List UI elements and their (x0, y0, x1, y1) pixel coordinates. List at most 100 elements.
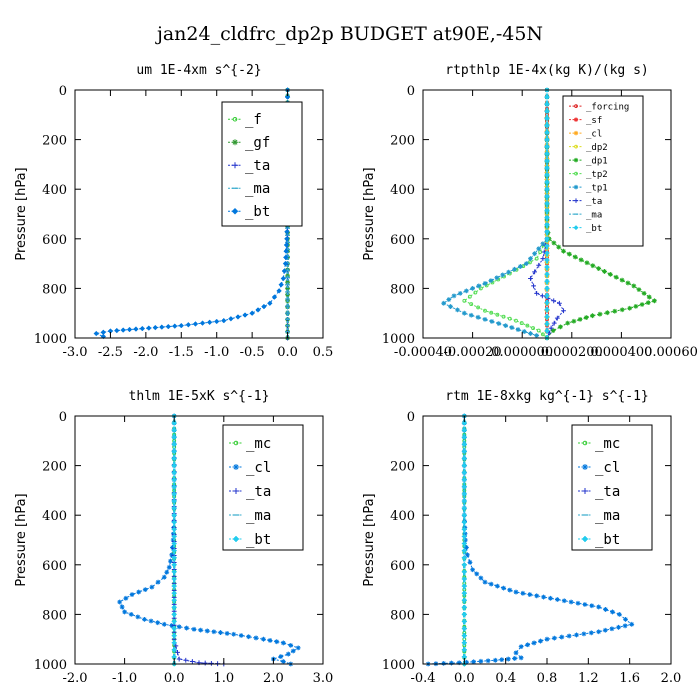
axes-frame (422, 89, 672, 339)
legend-entry: _ma (578, 508, 620, 524)
data-point (461, 576, 468, 582)
y-axis-label: Pressure [hPa] (362, 493, 377, 586)
legend-marker (581, 535, 589, 543)
legend-label: _ma (245, 181, 270, 197)
y-tick-label: 0 (407, 410, 415, 425)
data-point (496, 321, 502, 326)
data-point (501, 314, 506, 319)
data-point (476, 305, 481, 310)
legend-marker (232, 162, 238, 169)
data-point (597, 311, 603, 317)
legend-entry: _ta (578, 484, 620, 500)
legend-marker (582, 488, 588, 494)
data-point (455, 307, 460, 313)
data-point (238, 633, 244, 638)
legend-label: _ma (586, 210, 602, 220)
x-tick-label: 1.0 (213, 671, 234, 686)
panel-title: rtm 1E-8xkg kg^{-1} s^{-1} (445, 389, 649, 404)
data-point (191, 626, 197, 632)
data-point (136, 589, 142, 595)
legend-marker (232, 116, 238, 122)
data-point (465, 552, 470, 558)
y-tick-label: 200 (42, 134, 67, 149)
data-point (544, 328, 550, 334)
legend-label: _ma (246, 508, 271, 524)
data-point (568, 599, 574, 605)
data-point (161, 621, 167, 627)
data-point (166, 564, 172, 570)
data-point (119, 604, 125, 610)
legend-marker (233, 464, 239, 470)
data-point (176, 656, 182, 662)
data-point (514, 318, 518, 323)
data-point (171, 526, 177, 533)
data-point (171, 647, 177, 653)
data-point (461, 519, 468, 526)
data-point (540, 256, 546, 262)
data-point (449, 660, 454, 666)
legend-label: _tp2 (586, 170, 608, 180)
data-point (513, 650, 519, 656)
data-point (566, 633, 572, 639)
data-point (461, 441, 468, 448)
legend-label: _ta (586, 197, 602, 207)
x-tick-label: -0.00040 (394, 345, 452, 360)
data-point (544, 306, 550, 313)
x-tick-label: -1.0 (204, 345, 229, 360)
data-point (461, 434, 468, 441)
y-tick-label: 200 (390, 134, 415, 149)
data-point (278, 654, 284, 659)
data-point (575, 600, 581, 606)
data-point (461, 477, 468, 483)
legend-entry: _tp2 (569, 170, 608, 180)
data-point (461, 554, 468, 561)
data-point (544, 200, 550, 207)
data-point (171, 484, 177, 490)
data-point (461, 540, 468, 547)
data-point (451, 293, 457, 299)
data-point (284, 236, 290, 242)
data-point (544, 172, 550, 178)
panel-title: um 1E-4xm s^{-2} (136, 63, 261, 78)
data-point (488, 581, 494, 587)
data-point (519, 321, 524, 326)
data-point (616, 612, 622, 617)
legend-entry: _tp1 (569, 183, 608, 193)
data-point (596, 629, 602, 635)
x-tick-label: 0.8 (537, 671, 558, 686)
data-point (531, 326, 535, 331)
data-point (476, 283, 482, 289)
data-point (566, 251, 572, 257)
data-point (494, 275, 500, 281)
data-point (198, 627, 204, 633)
legend-entry: _ma (569, 210, 602, 220)
legend-marker (232, 535, 240, 543)
data-point (461, 590, 468, 596)
data-point (544, 221, 550, 228)
data-point (588, 630, 594, 636)
data-point (548, 595, 553, 601)
legend-label: _ta (246, 484, 271, 500)
data-point (558, 324, 563, 330)
y-tick-label: 800 (390, 282, 415, 297)
data-point (559, 634, 565, 640)
x-tick-label: 2.0 (661, 671, 682, 686)
data-point (171, 462, 177, 469)
data-point (470, 286, 475, 291)
data-point (544, 101, 550, 107)
data-point (171, 540, 177, 547)
legend-entry: _bt (569, 224, 602, 234)
data-point (178, 322, 185, 329)
data-point (577, 317, 583, 322)
data-point (114, 327, 120, 334)
panel-title: rtpthlp 1E-4x(kg K)/(kg s) (445, 63, 649, 78)
data-point (171, 512, 177, 518)
data-point (544, 186, 550, 192)
data-point (574, 632, 579, 638)
data-point (267, 300, 273, 307)
x-tick-label: -0.00020 (444, 345, 502, 360)
data-point (513, 589, 519, 595)
x-tick-label: 3.0 (313, 671, 334, 686)
data-point (295, 645, 301, 651)
legend-marker (574, 144, 578, 149)
